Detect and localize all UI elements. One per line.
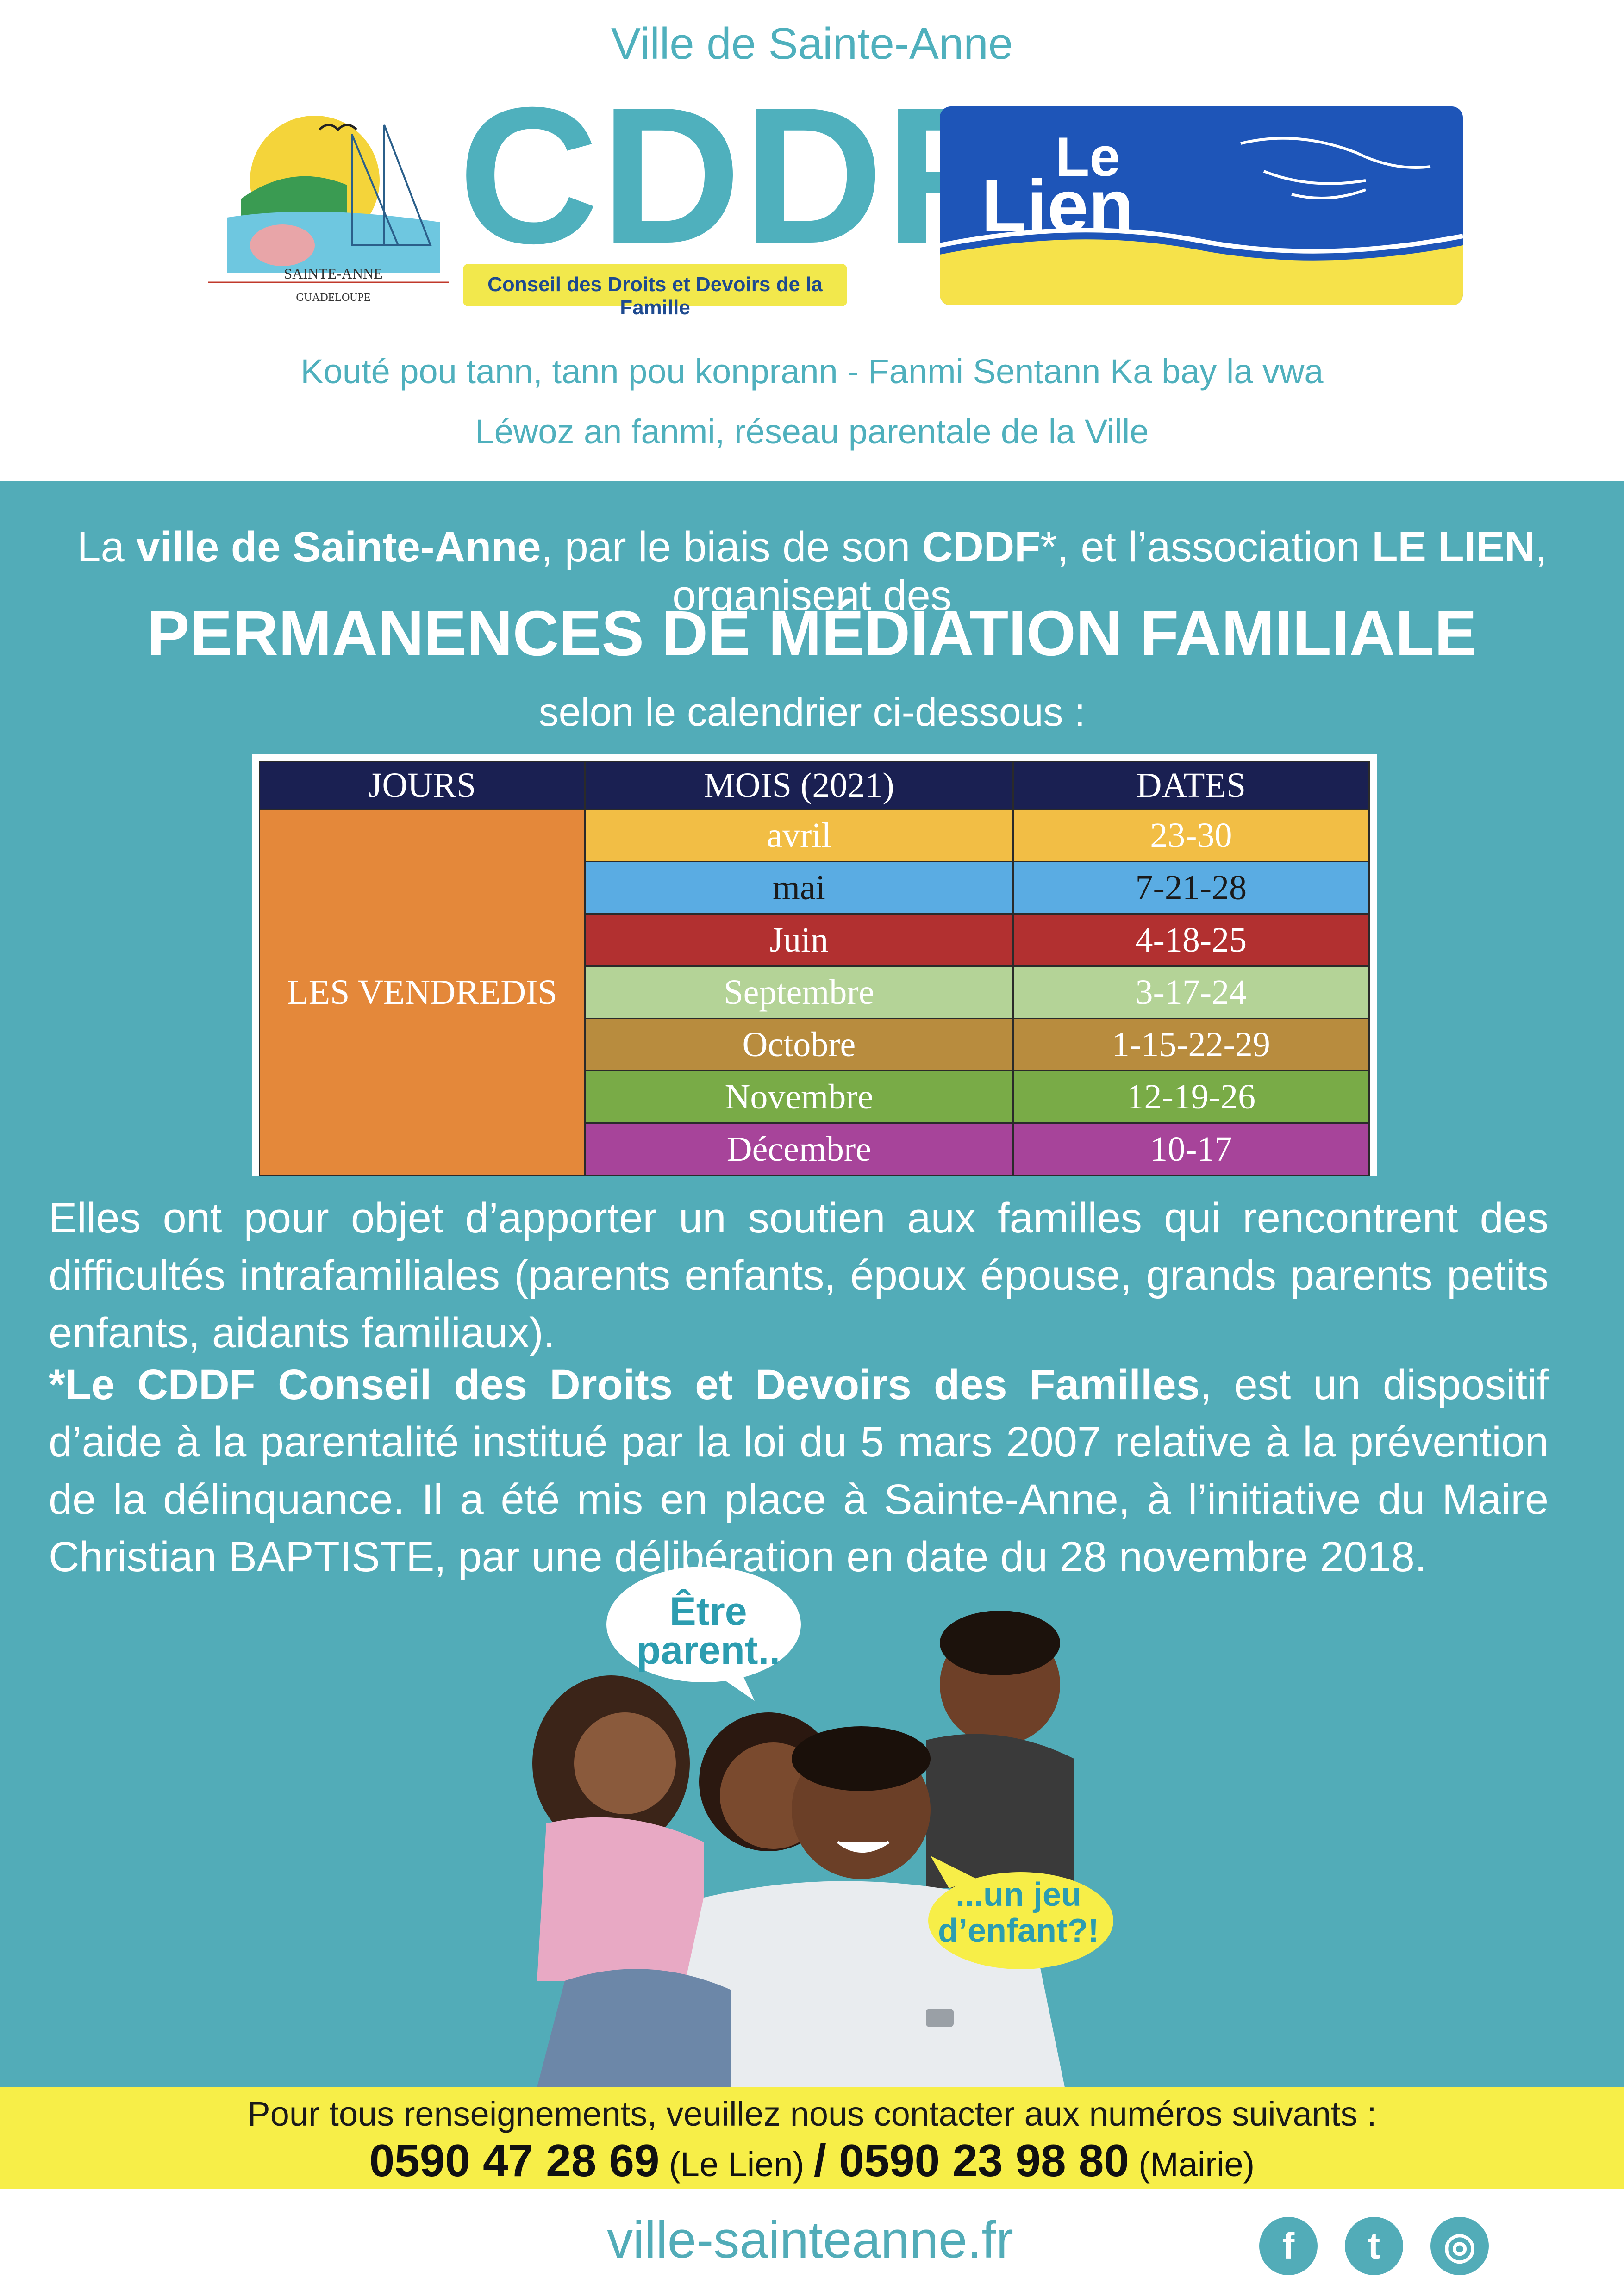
intro-part-1: La bbox=[77, 523, 137, 571]
sainte-anne-logo: SAINTE-ANNE GUADELOUPE bbox=[208, 116, 449, 304]
cddf-subtitle-box bbox=[463, 264, 847, 306]
website-link[interactable]: ville-sainteanne.fr bbox=[607, 2211, 1013, 2269]
facebook-icon[interactable]: f bbox=[1259, 2217, 1318, 2275]
twitter-icon[interactable]: t bbox=[1345, 2217, 1403, 2275]
lien-logo-lien: Lien bbox=[981, 164, 1134, 247]
speech-bubble-right bbox=[928, 1856, 1113, 1969]
table-row: Novembre 12-19-26 bbox=[260, 1070, 1370, 1124]
contact-line: Pour tous renseignements, veuillez nous … bbox=[247, 2095, 1377, 2133]
dates-cell: 23-30 bbox=[1012, 809, 1370, 862]
table-row: Décembre 10-17 bbox=[260, 1122, 1370, 1176]
month-cell: Décembre bbox=[584, 1122, 1014, 1176]
intro-text: La ville de Sainte-Anne, par le biais de… bbox=[0, 523, 1624, 620]
cddf-subtitle: Conseil des Droits et Devoirs de la Fami… bbox=[487, 273, 823, 319]
dates-cell: 4-18-25 bbox=[1012, 913, 1370, 967]
dates-cell: 12-19-26 bbox=[1012, 1070, 1370, 1124]
table-row: mai 7-21-28 bbox=[260, 861, 1370, 915]
instagram-icon[interactable]: ◎ bbox=[1430, 2217, 1489, 2275]
dates-cell: 3-17-24 bbox=[1012, 965, 1370, 1019]
logo-text-sainte-anne: SAINTE-ANNE bbox=[284, 265, 382, 282]
phone-numbers: 0590 47 28 69 (Le Lien) / 0590 23 98 80 … bbox=[0, 2134, 1624, 2187]
table-row: Octobre 1-15-22-29 bbox=[260, 1018, 1370, 1071]
calendar-note: selon le calendrier ci-dessous : bbox=[538, 690, 1086, 734]
month-cell: mai bbox=[584, 861, 1014, 915]
month-cell: Juin bbox=[584, 913, 1014, 967]
table-row: Juin 4-18-25 bbox=[260, 913, 1370, 967]
paragraph-cddf-rest: , est un dispositif d’aide à la parental… bbox=[49, 1361, 1549, 1580]
phone-le-lien: 0590 47 28 69 bbox=[369, 2135, 660, 2186]
bubble-left-line-2: parent.. bbox=[636, 1628, 781, 1673]
footer-band bbox=[0, 2087, 1624, 2189]
main-title: PERMANENCES DE MÉDIATION FAMILIALE bbox=[147, 598, 1477, 669]
dates-cell: 1-15-22-29 bbox=[1012, 1018, 1370, 1071]
calendar-table-frame: JOURS MOIS (2021) DATES LES VENDREDIS avr… bbox=[252, 754, 1377, 1176]
header-dates: DATES bbox=[1012, 761, 1370, 810]
dates-cell: 7-21-28 bbox=[1012, 861, 1370, 915]
month-cell: avril bbox=[584, 809, 1014, 862]
paragraph-cddf-bold: *Le CDDF Conseil des Droits et Devoirs d… bbox=[49, 1361, 1200, 1408]
speech-bubble-right-text: ...un jeu d’enfant?! bbox=[926, 1877, 1111, 1949]
phone-separator: / bbox=[813, 2135, 826, 2186]
month-cell: Novembre bbox=[584, 1070, 1014, 1124]
calendar-table: JOURS MOIS (2021) DATES LES VENDREDIS avr… bbox=[259, 761, 1370, 1176]
le-lien-logo: Le Lien bbox=[940, 106, 1463, 305]
family-photo bbox=[532, 1611, 1074, 2087]
table-row: LES VENDREDIS avril 23-30 bbox=[259, 809, 1370, 1176]
header-mois: MOIS (2021) bbox=[584, 761, 1014, 810]
speech-bubble-left bbox=[606, 1567, 801, 1701]
phone-mairie-label: (Mairie) bbox=[1129, 2145, 1255, 2184]
bubble-right-line-2: d’enfant?! bbox=[938, 1912, 1099, 1949]
jours-cell: LES VENDREDIS bbox=[259, 809, 586, 1176]
logo-text-guadeloupe: GUADELOUPE bbox=[296, 292, 370, 304]
town-name: Ville de Sainte-Anne bbox=[611, 19, 1013, 68]
phone-mairie: 0590 23 98 80 bbox=[826, 2135, 1129, 2186]
bubble-left-line-1: Être bbox=[669, 1589, 747, 1634]
header-jours: JOURS bbox=[259, 761, 586, 810]
intro-part-4: , organisent des bbox=[672, 523, 1547, 619]
table-header-row: JOURS MOIS (2021) DATES bbox=[259, 761, 1370, 810]
paragraph-cddf: *Le CDDF Conseil des Droits et Devoirs d… bbox=[49, 1356, 1549, 1586]
slogan-line-2: Léwoz an fanmi, réseau parentale de la V… bbox=[475, 412, 1149, 451]
cddf-title: CDDF bbox=[458, 67, 1006, 284]
intro-bold-cddf: CDDF bbox=[922, 523, 1041, 571]
intro-bold-ville: ville de Sainte-Anne bbox=[136, 523, 541, 571]
intro-part-2: , par le biais de son bbox=[541, 523, 922, 571]
lien-logo-le: Le bbox=[1056, 126, 1120, 188]
bubble-right-line-1: ...un jeu bbox=[955, 1876, 1081, 1913]
slogan-line-1: Kouté pou tann, tann pou konprann - Fanm… bbox=[300, 352, 1324, 391]
phone-le-lien-label: (Le Lien) bbox=[659, 2145, 814, 2184]
month-cell: Septembre bbox=[584, 965, 1014, 1019]
month-cell: Octobre bbox=[584, 1018, 1014, 1071]
table-row: Septembre 3-17-24 bbox=[260, 965, 1370, 1019]
dates-cell: 10-17 bbox=[1012, 1122, 1370, 1176]
intro-part-3: *, et l’association bbox=[1040, 523, 1372, 571]
speech-bubble-left-text: Être parent.. bbox=[620, 1592, 796, 1670]
intro-bold-lien: LE LIEN bbox=[1372, 523, 1536, 571]
paragraph-objet: Elles ont pour objet d’apporter un souti… bbox=[49, 1195, 1549, 1356]
